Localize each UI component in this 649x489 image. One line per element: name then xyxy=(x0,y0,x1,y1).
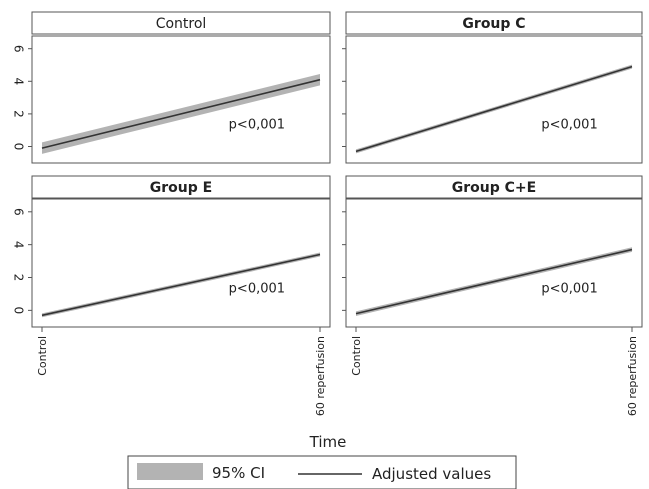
adjusted-values-line xyxy=(41,78,321,149)
panel-strip xyxy=(31,11,331,35)
legend-ci-swatch xyxy=(137,463,203,480)
p-value-annotation: p<0,001 xyxy=(229,281,285,296)
panel-title: Group C+E xyxy=(452,180,536,196)
panel-strip xyxy=(31,175,331,199)
panel-strip xyxy=(345,11,643,35)
legend-ci-label: 95% CI xyxy=(212,464,265,482)
p-value-annotation: p<0,001 xyxy=(541,118,597,133)
p-value-annotation: p<0,001 xyxy=(229,118,285,133)
panel-1: Control 0 2 4 6 p<0,001 xyxy=(12,11,331,164)
panel-strip xyxy=(345,175,643,199)
y-tick-label: 4 xyxy=(12,241,26,249)
y-tick-label: 0 xyxy=(12,143,26,151)
plot-area xyxy=(345,198,643,328)
panels: Control 0 2 4 6 p<0,001 Group C p<0,001 Group E 0… xyxy=(12,11,643,416)
x-tick-label: 60 reperfusion xyxy=(314,336,327,416)
panel-title: Group E xyxy=(150,180,212,196)
x-tick-label: Control xyxy=(36,336,49,376)
x-tick-label: Control xyxy=(350,336,363,376)
panel-2: Group C p<0,001 xyxy=(342,11,643,164)
adjusted-values-line xyxy=(355,65,633,153)
y-tick-label: 4 xyxy=(12,77,26,85)
y-tick-label: 6 xyxy=(12,45,26,53)
panel-4: Group C+E Control 60 reperfusion p<0,001 xyxy=(342,175,643,416)
adjusted-values-line xyxy=(355,248,633,315)
panel-title: Group C xyxy=(462,16,525,32)
y-tick-label: 2 xyxy=(12,274,26,282)
y-tick-label: 6 xyxy=(12,208,26,216)
y-tick-label: 2 xyxy=(12,110,26,118)
p-value-annotation: p<0,001 xyxy=(541,281,597,296)
panel-title: Control xyxy=(156,16,207,32)
x-tick-label: 60 reperfusion xyxy=(626,336,639,416)
adjusted-values-line xyxy=(41,253,321,317)
legend-line-label: Adjusted values xyxy=(372,465,491,483)
y-tick-label: 0 xyxy=(12,307,26,315)
legend: 95% CI Adjusted values xyxy=(127,455,517,489)
plot-area xyxy=(345,35,643,164)
x-axis-title: Time xyxy=(309,433,347,451)
panel-3: Group E 0 2 4 6 Control 60 reperfusion p<0,001 xyxy=(12,175,331,416)
